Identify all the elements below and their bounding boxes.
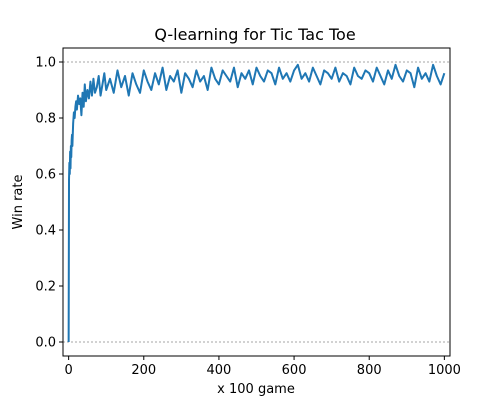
y-tick-label: 0.6 [35,168,56,183]
reference-lines [63,61,450,343]
y-tick-label: 0.0 [35,336,56,351]
y-axis-label: Win rate [11,175,26,230]
chart-title: Q-learning for Tic Tac Toe [154,25,355,44]
x-axis: 0 200 400 600 800 1000 [64,356,461,378]
x-tick-label: 800 [357,363,382,378]
x-tick-label: 200 [131,363,156,378]
x-tick-label: 0 [64,363,72,378]
plot-frame [62,47,451,357]
x-axis-label: x 100 game [217,382,295,397]
y-tick-label: 1.0 [35,56,56,71]
x-tick-label: 400 [207,363,232,378]
x-tick-label: 1000 [428,363,461,378]
win-rate-series-line [67,63,446,343]
y-axis: 0.0 0.2 0.4 0.6 0.8 1.0 [35,56,63,351]
x-tick-label: 600 [282,363,307,378]
y-tick-label: 0.8 [35,112,56,127]
y-tick-label: 0.2 [35,280,56,295]
y-tick-label: 0.4 [35,224,56,239]
